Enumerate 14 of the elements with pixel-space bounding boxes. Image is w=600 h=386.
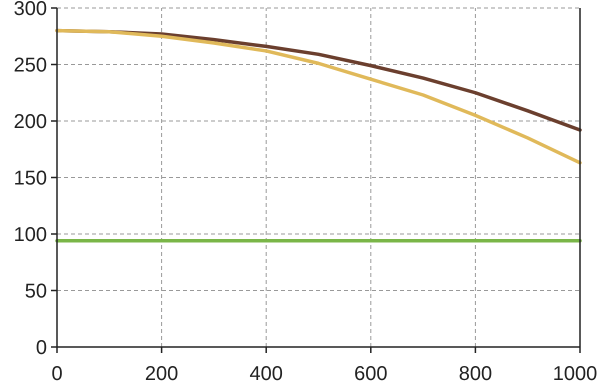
y-tick-label: 300 xyxy=(14,0,47,20)
y-tick-label: 250 xyxy=(14,54,47,76)
y-tick-label: 200 xyxy=(14,111,47,133)
x-tick-label: 0 xyxy=(51,363,63,385)
x-tick-label: 1000 xyxy=(552,363,598,385)
y-tick-label: 50 xyxy=(24,280,47,302)
line-series xyxy=(55,28,582,165)
x-tick-label: 800 xyxy=(458,363,492,385)
x-tick-label: 400 xyxy=(250,363,283,385)
x-tick-label: 600 xyxy=(354,363,388,385)
x-tick-label: 200 xyxy=(144,363,178,385)
y-tick-label: 150 xyxy=(14,168,47,190)
y-tick-label: 0 xyxy=(36,337,47,359)
y-tick-label: 100 xyxy=(14,224,47,246)
